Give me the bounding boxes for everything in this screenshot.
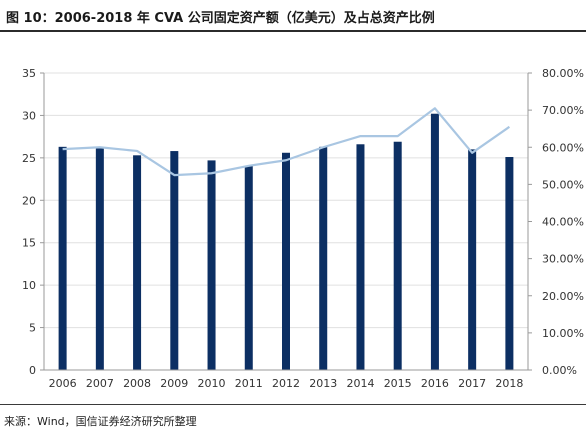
bar [244,165,253,370]
ratio-line [62,107,511,177]
x-tick-label: 2007 [86,377,114,390]
title-bar: 图 10：2006-2018 年 CVA 公司固定资产额（亿美元）及占总资产比例 [0,0,586,30]
y-tick-label: 30 [22,109,36,122]
y2-tick-label: 10.00% [542,327,584,340]
x-tick-label: 2010 [198,377,226,390]
y-tick-label: 10 [22,279,36,292]
x-tick-label: 2006 [49,377,77,390]
y2-tick-label: 80.00% [542,67,584,80]
y2-tick-label: 70.00% [542,104,584,117]
bar [319,146,328,370]
bar [505,157,514,370]
axes: 0 5 10 15 20 25 30 35 0.00% 10.00% 20.00% 30.00% 40.… [22,67,584,390]
bar [95,148,104,370]
y2-tick-label: 40.00% [542,216,584,229]
source-note: 来源：Wind，国信证券经济研究所整理 [4,415,197,428]
y-tick-label: 0 [29,364,36,377]
chart-title: 图 10：2006-2018 年 CVA 公司固定资产额（亿美元）及占总资产比例 [6,11,435,26]
x-tick-label: 2009 [160,377,188,390]
y2-tick-label: 20.00% [542,290,584,303]
x-tick-label: 2016 [421,377,449,390]
bar [393,141,402,370]
y2-tick-label: 0.00% [542,364,577,377]
y-tick-label: 15 [22,237,36,250]
bar [133,155,142,370]
x-tick-label: 2011 [235,377,263,390]
x-tick-label: 2013 [309,377,337,390]
y2-tick-label: 30.00% [542,253,584,266]
x-tick-label: 2012 [272,377,300,390]
y-tick-label: 5 [29,322,36,335]
y-tick-label: 25 [22,152,36,165]
x-tick-label: 2018 [495,377,523,390]
bar [282,152,290,370]
y2-tick-label: 60.00% [542,141,584,154]
bar [356,144,365,370]
footer-divider [0,404,586,405]
bar [430,113,439,370]
bar [170,151,179,370]
bar [58,146,67,370]
x-tick-label: 2017 [458,377,486,390]
line-series [62,107,511,177]
x-tick-label: 2015 [384,377,412,390]
chart-area: 0 5 10 15 20 25 30 35 0.00% 10.00% 20.00% 30.00% 40.… [22,67,584,390]
bar [468,149,477,370]
x-tick-label: 2008 [123,377,151,390]
y2-tick-label: 50.00% [542,178,584,191]
y-tick-label: 20 [22,194,36,207]
x-tick-label: 2014 [346,377,374,390]
y-tick-label: 35 [22,67,36,80]
title-divider [0,30,586,32]
bar-series [58,113,514,370]
bar [207,160,216,370]
